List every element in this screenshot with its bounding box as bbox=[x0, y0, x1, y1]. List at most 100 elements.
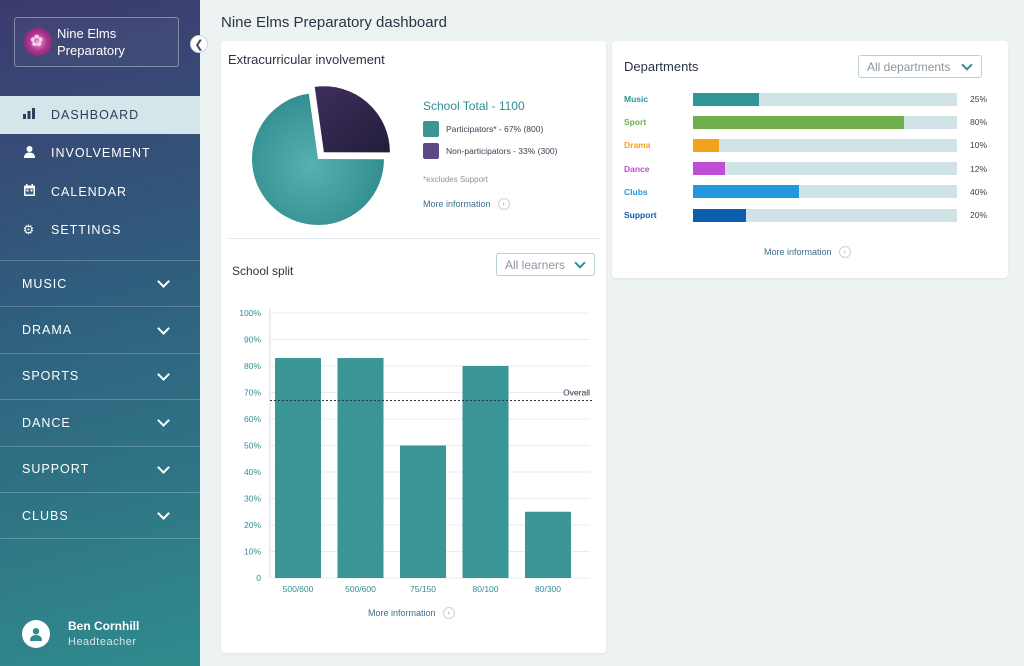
more-information-label: More information bbox=[423, 199, 491, 209]
y-tick-label: 70% bbox=[244, 388, 261, 398]
nav-item-calendar[interactable]: CALENDAR bbox=[0, 173, 200, 211]
more-information-link[interactable]: More information › bbox=[764, 246, 851, 258]
page-title: Nine Elms Preparatory dashboard bbox=[221, 14, 447, 31]
bar-ratio-label: 80/300 bbox=[535, 584, 561, 594]
section-label: SPORTS bbox=[22, 369, 80, 384]
more-information-label: More information bbox=[368, 608, 436, 618]
y-tick-label: 10% bbox=[244, 547, 261, 557]
department-track bbox=[693, 115, 957, 129]
legend-swatch bbox=[423, 143, 439, 159]
nav-label: DASHBOARD bbox=[51, 108, 140, 123]
school-brand[interactable]: Nine Elms Preparatory bbox=[14, 17, 179, 67]
section-dance[interactable]: DANCE bbox=[0, 400, 200, 447]
y-tick-label: 60% bbox=[244, 414, 261, 424]
chevron-down-icon bbox=[157, 414, 170, 428]
legend-label: Non-participators - 33% (300) bbox=[446, 146, 558, 156]
sidebar: Nine Elms Preparatory DASHBOARD INVOLVEM… bbox=[0, 0, 200, 666]
school-split-bar-chart: 010%20%30%40%50%60%70%80%90%100%500/600B… bbox=[239, 308, 592, 594]
divider bbox=[229, 238, 600, 239]
chevron-right-icon: › bbox=[497, 198, 510, 210]
nav-label: SETTINGS bbox=[51, 223, 122, 238]
department-row-dance[interactable]: Dance 12% bbox=[624, 162, 996, 176]
section-label: MUSIC bbox=[22, 276, 68, 291]
section-drama[interactable]: DRAMA bbox=[0, 307, 200, 354]
department-sections: MUSIC DRAMA SPORTS DANCE SUPPORT CLUBS bbox=[0, 260, 200, 540]
department-track bbox=[693, 208, 957, 222]
departments-card: Departments All departments Music 25% Spor… bbox=[612, 41, 1008, 278]
calendar-icon bbox=[22, 184, 36, 199]
department-percent: 20% bbox=[970, 210, 988, 220]
nav-item-dashboard[interactable]: DASHBOARD bbox=[0, 96, 200, 135]
department-percent: 25% bbox=[970, 94, 988, 104]
y-tick-label: 0 bbox=[256, 573, 261, 583]
y-tick-label: 80% bbox=[244, 361, 261, 371]
section-label: DANCE bbox=[22, 415, 71, 430]
department-fill bbox=[693, 185, 799, 199]
section-music[interactable]: MUSIC bbox=[0, 261, 200, 308]
department-fill bbox=[693, 115, 905, 129]
user-role: Headteacher bbox=[68, 636, 137, 648]
excludes-note: *excludes Support bbox=[423, 175, 488, 184]
bar-ratio-label: 500/600 bbox=[345, 584, 376, 594]
user-profile[interactable]: Ben Cornhill Headteacher bbox=[22, 618, 139, 650]
department-label: Clubs bbox=[624, 186, 648, 197]
section-clubs[interactable]: CLUBS bbox=[0, 493, 200, 540]
department-label: Sport bbox=[624, 117, 647, 128]
department-label: Support bbox=[624, 210, 657, 220]
bar-chart-icon bbox=[22, 108, 36, 122]
collapse-sidebar-button[interactable]: ❮ bbox=[190, 35, 208, 53]
nav-item-settings[interactable]: ⚙ SETTINGS bbox=[0, 211, 200, 249]
y-tick-label: 90% bbox=[244, 335, 261, 345]
overall-label: Overall bbox=[563, 387, 590, 397]
main-nav: DASHBOARD INVOLVEMENT CALENDAR ⚙ SETTING… bbox=[0, 96, 200, 249]
learners-filter-dropdown[interactable]: All learners bbox=[496, 253, 595, 276]
legend-swatch bbox=[423, 121, 439, 137]
more-information-link[interactable]: More information › bbox=[423, 198, 510, 210]
section-support[interactable]: SUPPORT bbox=[0, 447, 200, 493]
legend-label: Participators* - 67% (800) bbox=[446, 124, 544, 134]
school-split-title: School split bbox=[232, 264, 294, 278]
section-label: CLUBS bbox=[22, 508, 69, 523]
section-sports[interactable]: SPORTS bbox=[0, 354, 200, 401]
department-track bbox=[693, 92, 957, 106]
user-name: Ben Cornhill bbox=[68, 619, 140, 633]
school-logo-icon bbox=[24, 28, 52, 56]
department-row-clubs[interactable]: Clubs 40% bbox=[624, 185, 996, 199]
departments-filter-dropdown[interactable]: All departments bbox=[858, 55, 982, 78]
legend-item-non-participators: Non-participators - 33% (300) bbox=[423, 143, 558, 159]
department-percent: 80% bbox=[970, 117, 988, 128]
bar-ratio-label: 500/600 bbox=[283, 584, 314, 594]
department-row-drama[interactable]: Drama 10% bbox=[624, 138, 996, 152]
gear-icon: ⚙ bbox=[22, 222, 36, 238]
chevron-right-icon: › bbox=[442, 607, 455, 619]
chevron-down-icon bbox=[574, 257, 586, 269]
department-fill bbox=[693, 162, 725, 176]
legend-item-participators: Participators* - 67% (800) bbox=[423, 121, 543, 137]
department-percent: 40% bbox=[970, 186, 988, 197]
more-information-link[interactable]: More information › bbox=[368, 607, 455, 619]
department-row-support[interactable]: Support 20% bbox=[624, 208, 996, 222]
y-tick-label: 20% bbox=[244, 520, 261, 530]
bar bbox=[525, 511, 571, 578]
chevron-down-icon bbox=[157, 460, 170, 474]
nav-item-involvement[interactable]: INVOLVEMENT bbox=[0, 134, 200, 172]
section-label: SUPPORT bbox=[22, 462, 90, 477]
department-row-sport[interactable]: Sport 80% bbox=[624, 115, 996, 129]
department-percent: 12% bbox=[970, 163, 988, 174]
department-track bbox=[693, 138, 957, 152]
y-tick-label: 40% bbox=[244, 467, 261, 477]
department-fill bbox=[693, 92, 759, 106]
department-label: Drama bbox=[624, 140, 651, 151]
bar-ratio-label: 75/150 bbox=[410, 584, 436, 594]
department-row-music[interactable]: Music 25% bbox=[624, 92, 996, 106]
bar bbox=[400, 445, 446, 578]
department-percent: 10% bbox=[970, 140, 988, 151]
pie-slice-non-participators bbox=[314, 86, 390, 153]
involvement-card: Extracurricular involvement School Total… bbox=[221, 41, 606, 653]
nav-label: INVOLVEMENT bbox=[51, 146, 151, 161]
bar bbox=[337, 358, 384, 578]
department-label: Music bbox=[624, 94, 649, 104]
pie-chart bbox=[252, 86, 390, 225]
departments-filter-value: All departments bbox=[867, 59, 951, 74]
department-track bbox=[693, 185, 957, 199]
